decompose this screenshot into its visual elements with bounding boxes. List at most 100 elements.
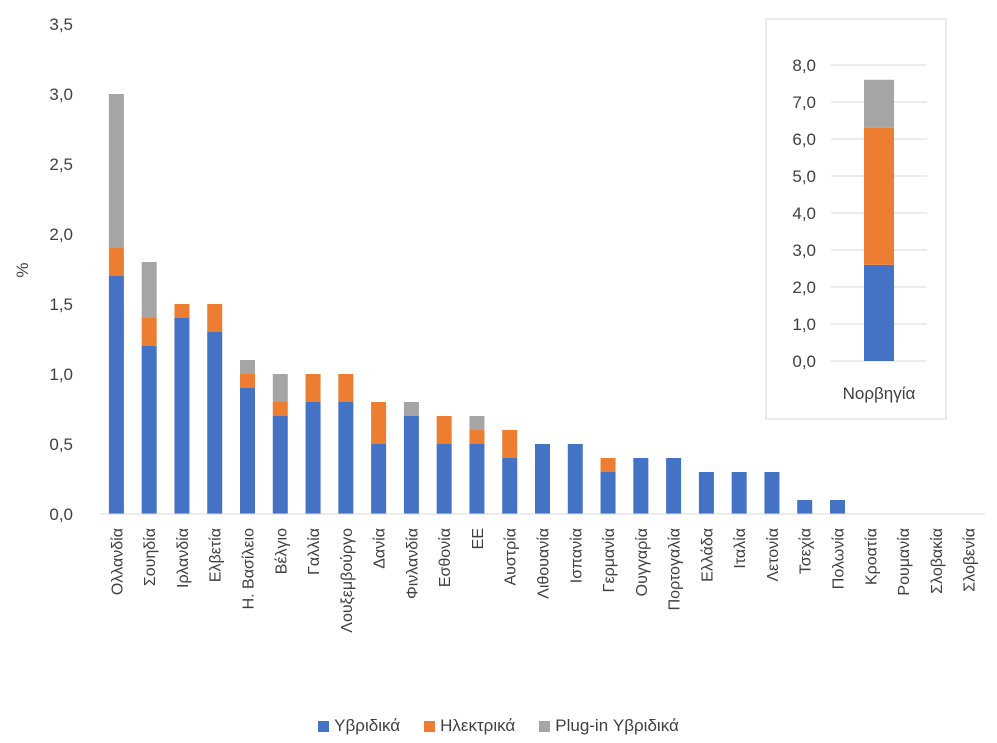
bar-segment: [567, 444, 583, 514]
bar-segment: [731, 472, 747, 514]
y-tick-label: 1,0: [49, 365, 73, 384]
legend-item: Plug-in Υβριδικά: [539, 716, 679, 736]
inset-frame: [765, 18, 947, 420]
y-tick-label: 0,5: [49, 435, 73, 454]
x-tick-label: Ισπανία: [568, 528, 585, 583]
bar-segment: [535, 444, 550, 514]
legend-item: Υβριδικά: [318, 716, 400, 736]
bar-segment: [240, 374, 255, 388]
legend-swatch: [539, 720, 551, 732]
x-tick-label: ΕΕ: [470, 528, 487, 549]
bar-segment: [698, 472, 714, 514]
x-tick-label: Δανία: [372, 528, 389, 569]
bar-segment: [272, 402, 288, 416]
bar-segment: [240, 360, 255, 374]
inset-x-tick-label: Νορβηγία: [843, 384, 916, 403]
x-tick-label: Λουξεμβούργο: [339, 528, 356, 633]
inset-y-tick-label: 4,0: [792, 204, 816, 223]
inset-y-tick-label: 6,0: [792, 130, 816, 149]
bar-segment: [207, 304, 223, 332]
x-tick-label: Σλοβακία: [929, 528, 946, 594]
bar-segment: [207, 332, 223, 514]
legend-label: Υβριδικά: [334, 716, 401, 735]
bar-segment: [797, 500, 813, 514]
x-tick-label: Πολωνία: [831, 528, 848, 589]
inset-bar-segment: [864, 79, 894, 128]
y-tick-label: 2,5: [49, 155, 73, 174]
x-tick-label: Ελλάδα: [699, 528, 716, 582]
y-tick-label: 0,0: [49, 505, 73, 524]
inset-y-tick-label: 1,0: [792, 315, 816, 334]
x-tick-label: Γαλλία: [306, 528, 323, 575]
x-tick-label: Ουγγαρία: [634, 528, 651, 596]
x-tick-label: Τσεχία: [798, 528, 815, 574]
x-tick-label: Λετονία: [765, 528, 782, 582]
bar-segment: [272, 374, 288, 402]
bar-segment: [666, 458, 682, 514]
legend-item: Ηλεκτρικά: [424, 716, 515, 736]
x-tick-label: Η. Βασίλειο: [241, 528, 258, 609]
inset-y-tick-label: 2,0: [792, 278, 816, 297]
bar-segment: [764, 472, 780, 514]
bar-segment: [502, 458, 518, 514]
x-tick-label: Φινλανδία: [404, 528, 421, 599]
x-tick-label: Πορτογαλία: [667, 528, 684, 610]
legend-label: Plug-in Υβριδικά: [555, 716, 679, 735]
bar-segment: [469, 430, 485, 444]
y-tick-label: 1,5: [49, 295, 73, 314]
x-tick-label: Λιθουανία: [536, 528, 553, 599]
bar-segment: [502, 430, 518, 458]
bar-segment: [469, 444, 485, 514]
legend: Υβριδικά Ηλεκτρικά Plug-in Υβριδικά: [0, 716, 997, 737]
bar-segment: [174, 318, 190, 514]
chart-svg: 0,0 0,5 1,0 1,5 2,0 2,5 3,0 3,5% Ολλανδία Σουηδία…: [13, 15, 985, 633]
bar-segment: [830, 500, 845, 514]
bar-segment: [108, 276, 124, 514]
bar-segment: [338, 402, 354, 514]
inset-y-tick-label: 3,0: [792, 241, 816, 260]
inset-y-tick-label: 7,0: [792, 93, 816, 112]
x-tick-label: Σουηδία: [142, 528, 159, 586]
y-tick-label: 2,0: [49, 225, 73, 244]
legend-swatch: [318, 720, 330, 732]
x-tick-label: Ρουμανία: [896, 528, 913, 596]
bar-segment: [403, 416, 419, 514]
inset-y-tick-label: 8,0: [792, 56, 816, 75]
legend-swatch: [424, 720, 436, 732]
inset-bar-segment: [864, 127, 894, 265]
bar-segment: [272, 416, 288, 514]
bar-segment: [141, 318, 157, 346]
bar-segment: [108, 94, 124, 248]
bar-segment: [371, 402, 387, 444]
inset-bar-segment: [864, 264, 894, 361]
bar-segment: [403, 402, 419, 416]
x-tick-label: Σλοβενία: [962, 528, 979, 592]
y-tick-label: 3,0: [49, 85, 73, 104]
bar-segment: [305, 374, 321, 402]
bar-segment: [436, 444, 452, 514]
x-tick-label: Ολλανδία: [109, 528, 126, 595]
x-tick-label: Ελβετία: [208, 528, 225, 582]
x-tick-label: Ιταλία: [732, 528, 749, 569]
x-tick-label: Ιρλανδία: [175, 528, 192, 588]
bar-segment: [240, 388, 255, 514]
bar-segment: [338, 374, 354, 402]
bar-segment: [141, 346, 157, 514]
bar-segment: [633, 458, 649, 514]
bar-segment: [174, 304, 190, 318]
x-tick-label: Αυστρία: [503, 528, 520, 586]
bar-segment: [305, 402, 321, 514]
x-tick-label: Κροατία: [863, 528, 880, 585]
x-tick-label: Βέλγιο: [273, 528, 290, 574]
bar-segment: [371, 444, 387, 514]
y-tick-label: 3,5: [49, 15, 73, 34]
bar-segment: [469, 416, 485, 430]
inset-y-tick-label: 5,0: [792, 167, 816, 186]
bar-segment: [141, 262, 157, 318]
bar-segment: [108, 248, 124, 276]
bar-segment: [600, 458, 616, 472]
bar-segment: [436, 416, 452, 444]
x-tick-label: Γερμανία: [601, 528, 618, 592]
bar-segment: [600, 472, 616, 514]
